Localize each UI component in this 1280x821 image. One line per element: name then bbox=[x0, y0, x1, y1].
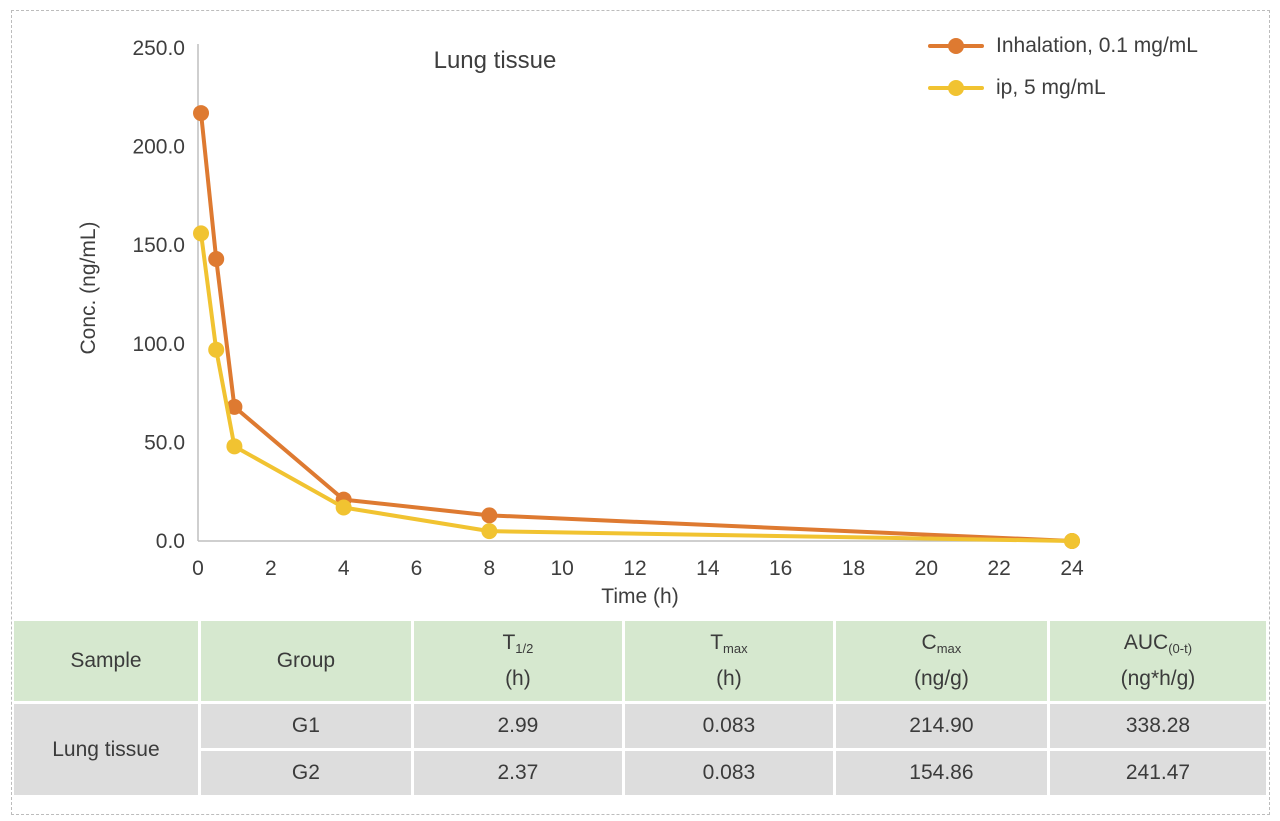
col-header-t-max: Tmax (h) bbox=[624, 621, 833, 701]
sample-cell: Lung tissue bbox=[14, 704, 198, 795]
g1-group-cell: G1 bbox=[200, 704, 411, 748]
y-tick-label: 200.0 bbox=[132, 136, 185, 159]
series-point-1 bbox=[193, 225, 210, 242]
x-tick-label: 24 bbox=[1060, 557, 1084, 580]
g2-c-max-cell: 154.86 bbox=[835, 751, 1047, 795]
pk-line-chart: 0 2 4 6 8 10 12 14 16 18 20 22 24 0.0 50.0 100.0 150.0 20… bbox=[77, 33, 1198, 608]
y-axis-title: Conc. (ng/mL) bbox=[77, 221, 100, 355]
chart-legend: Inhalation, 0.1 mg/mL ip, 5 mg/mL bbox=[928, 33, 1198, 101]
x-axis-title: Time (h) bbox=[601, 585, 679, 608]
series-point-1 bbox=[335, 499, 352, 516]
legend-label-inhalation: Inhalation, 0.1 mg/mL bbox=[996, 34, 1198, 57]
col-header-t-half: T1/2 (h) bbox=[413, 621, 622, 701]
chart-title: Lung tissue bbox=[433, 47, 557, 74]
x-tick-label: 14 bbox=[696, 557, 720, 580]
x-tick-label: 20 bbox=[915, 557, 938, 580]
x-tick-label: 2 bbox=[265, 557, 277, 580]
series-point-0 bbox=[193, 105, 210, 122]
g2-group-cell: G2 bbox=[200, 751, 411, 795]
series-point-1 bbox=[481, 523, 498, 540]
x-tick-label: 16 bbox=[769, 557, 792, 580]
pk-parameters-table: Sample Group T1/2 (h) Tmax (h) Cmax (ng/… bbox=[11, 618, 1269, 798]
y-tick-label: 150.0 bbox=[132, 234, 185, 257]
col-header-t-half-unit: (h) bbox=[505, 667, 531, 690]
legend-marker-ip-icon bbox=[928, 79, 984, 97]
col-header-group: Group bbox=[200, 621, 411, 701]
x-tick-label: 10 bbox=[550, 557, 573, 580]
series-line-0 bbox=[199, 111, 1074, 543]
y-tick-label: 250.0 bbox=[132, 37, 185, 60]
legend-label-ip: ip, 5 mg/mL bbox=[996, 76, 1106, 99]
series-point-1 bbox=[1064, 533, 1080, 549]
dashed-border-frame bbox=[11, 10, 1270, 815]
legend-item-ip: ip, 5 mg/mL bbox=[928, 75, 1198, 101]
col-header-c-max-unit: (ng/g) bbox=[913, 667, 969, 690]
g2-t-max-cell: 0.083 bbox=[624, 751, 833, 795]
legend-item-inhalation: Inhalation, 0.1 mg/mL bbox=[928, 33, 1198, 59]
x-tick-label: 12 bbox=[623, 557, 646, 580]
y-tick-label: 100.0 bbox=[132, 333, 185, 356]
series-point-0 bbox=[481, 507, 498, 524]
table-row-g1: Lung tissue G1 2.99 0.083 214.90 338.28 bbox=[14, 704, 1266, 795]
x-tick-label: 0 bbox=[192, 557, 204, 580]
x-tick-label: 8 bbox=[483, 557, 495, 580]
col-header-c-max: Cmax (ng/g) bbox=[835, 621, 1047, 701]
g1-c-max-cell: 214.90 bbox=[835, 704, 1047, 748]
y-tick-label: 50.0 bbox=[144, 431, 185, 454]
y-tick-label: 0.0 bbox=[156, 530, 185, 553]
plot-area: 0 2 4 6 8 10 12 14 16 18 20 22 240.050.0100.0150.020… bbox=[132, 37, 1084, 580]
legend-marker-inhalation-icon bbox=[928, 37, 984, 55]
g2-t-half-cell: 2.37 bbox=[413, 751, 622, 795]
col-header-auc-unit: (ng*h/g) bbox=[1120, 667, 1196, 690]
x-tick-label: 18 bbox=[842, 557, 865, 580]
col-header-auc: AUC(0-t) (ng*h/g) bbox=[1049, 621, 1266, 701]
col-header-t-max-unit: (h) bbox=[716, 667, 742, 690]
g1-t-half-cell: 2.99 bbox=[413, 704, 622, 748]
g1-t-max-cell: 0.083 bbox=[624, 704, 833, 748]
x-tick-label: 4 bbox=[338, 557, 350, 580]
table-header-row: Sample Group T1/2 (h) Tmax (h) Cmax (ng/… bbox=[14, 621, 1266, 701]
col-header-sample: Sample bbox=[14, 621, 198, 701]
x-tick-label: 6 bbox=[411, 557, 423, 580]
series-line-1 bbox=[199, 231, 1074, 543]
series-point-0 bbox=[226, 398, 243, 415]
series-point-0 bbox=[208, 251, 225, 268]
series-point-1 bbox=[208, 341, 225, 358]
x-tick-label: 22 bbox=[987, 557, 1010, 580]
table-row-g2: G2 2.37 0.083 154.86 241.47 bbox=[14, 751, 1266, 795]
series-point-1 bbox=[226, 438, 243, 455]
g2-auc-cell: 241.47 bbox=[1049, 751, 1266, 795]
g1-auc-cell: 338.28 bbox=[1049, 704, 1266, 748]
